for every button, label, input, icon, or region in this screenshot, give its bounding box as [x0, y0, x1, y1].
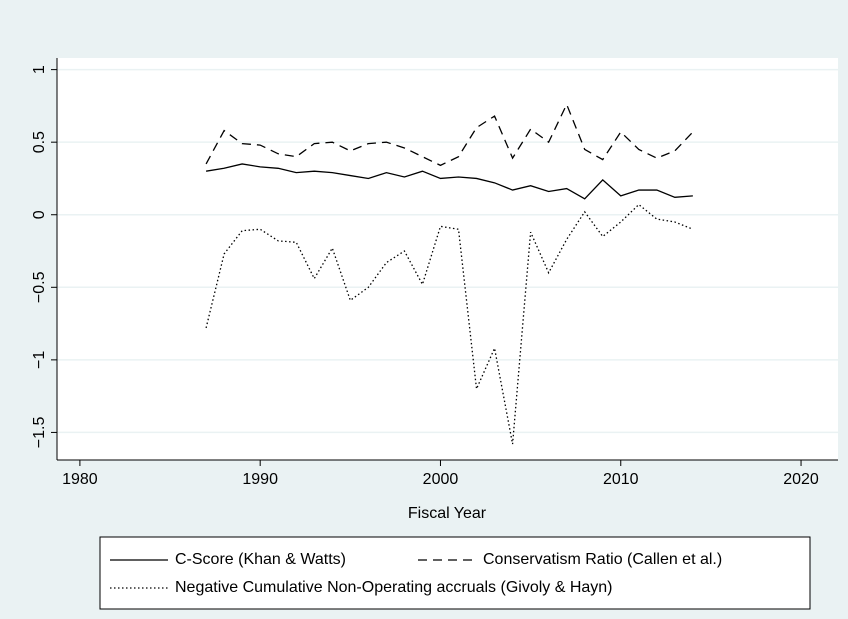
series-line [205, 203, 694, 445]
legend-label: C-Score (Khan & Watts) [175, 551, 346, 568]
legend [99, 536, 811, 610]
y-tick-label: −0.5 [31, 271, 48, 303]
y-tick-label: −1 [31, 351, 48, 369]
series-line [205, 163, 693, 200]
x-axis-title: Fiscal Year [408, 505, 487, 522]
plot-area [57, 58, 838, 460]
x-tick-label: 1980 [62, 471, 98, 488]
y-tick-label: 0.5 [31, 131, 48, 153]
x-tick-label: 2000 [423, 471, 459, 488]
x-tick-label: 2020 [783, 471, 819, 488]
series-line [205, 102, 694, 167]
legend-label: Negative Cumulative Non-Operating accrua… [175, 579, 613, 596]
y-tick-label: −1.5 [31, 417, 48, 449]
x-tick-label: 2010 [603, 471, 639, 488]
x-tick-label: 1990 [242, 471, 278, 488]
y-tick-label: 1 [31, 65, 48, 74]
legend-label: Conservatism Ratio (Callen et al.) [483, 551, 722, 568]
y-tick-label: 0 [31, 210, 48, 219]
